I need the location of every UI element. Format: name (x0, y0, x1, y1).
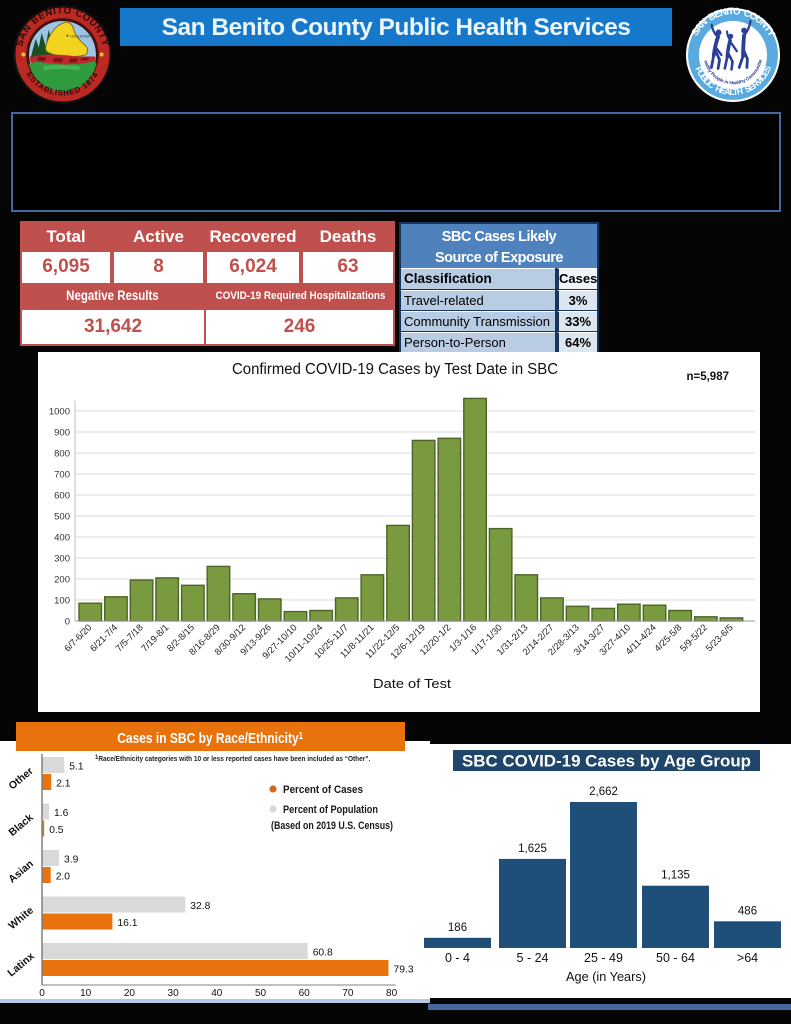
svg-text:60.8: 60.8 (313, 948, 333, 959)
svg-text:700: 700 (54, 470, 70, 481)
svg-text:Percent of Population: Percent of Population (283, 804, 378, 816)
svg-text:40: 40 (211, 988, 223, 999)
svg-text:(Based on 2019 U.S. Census): (Based on 2019 U.S. Census) (271, 820, 393, 832)
svg-text:HOLLISTER: HOLLISTER (70, 35, 90, 39)
svg-text:70: 70 (342, 988, 354, 999)
svg-text:25 - 49: 25 - 49 (584, 951, 623, 965)
svg-text:32.8: 32.8 (190, 901, 210, 912)
svg-text:2,662: 2,662 (589, 786, 618, 798)
svg-text:79.3: 79.3 (394, 965, 414, 976)
svg-text:2.0: 2.0 (56, 872, 71, 883)
svg-text:Confirmed COVID-19 Cases by Te: Confirmed COVID-19 Cases by Test Date in… (232, 361, 558, 378)
svg-text:5.1: 5.1 (69, 762, 84, 773)
svg-text:10: 10 (80, 988, 92, 999)
svg-text:30: 30 (168, 988, 180, 999)
svg-text:186: 186 (448, 922, 467, 934)
svg-text:1,135: 1,135 (661, 870, 690, 882)
svg-text:100: 100 (54, 596, 70, 607)
svg-text:50 - 64: 50 - 64 (656, 951, 695, 965)
svg-text:500: 500 (54, 512, 70, 523)
svg-text:20: 20 (124, 988, 136, 999)
svg-text:50: 50 (255, 988, 267, 999)
svg-text:80: 80 (386, 988, 398, 999)
svg-text:>64: >64 (737, 951, 758, 965)
svg-text:1000: 1000 (49, 407, 70, 418)
svg-text:Percent of Cases: Percent of Cases (283, 784, 363, 796)
svg-text:SBC COVID-19 Cases by Age Grou: SBC COVID-19 Cases by Age Group (462, 752, 751, 771)
svg-text:486: 486 (738, 905, 757, 917)
svg-text:Date of Test: Date of Test (373, 677, 452, 691)
svg-text:900: 900 (54, 428, 70, 439)
svg-text:2.1: 2.1 (56, 779, 71, 790)
svg-text:800: 800 (54, 449, 70, 460)
svg-text:300: 300 (54, 554, 70, 565)
svg-text:400: 400 (54, 533, 70, 544)
svg-text:3.9: 3.9 (64, 855, 79, 866)
svg-text:0.5: 0.5 (49, 825, 64, 836)
svg-text:n=5,987: n=5,987 (686, 371, 729, 383)
svg-text:5 - 24: 5 - 24 (517, 951, 549, 965)
svg-text:60: 60 (299, 988, 311, 999)
svg-text:16.1: 16.1 (117, 918, 137, 929)
svg-text:0: 0 (39, 988, 45, 999)
svg-text:0 - 4: 0 - 4 (445, 951, 470, 965)
svg-text:0: 0 (65, 617, 70, 628)
svg-text:600: 600 (54, 491, 70, 502)
svg-text:1Race/Ethnicity categories wit: 1Race/Ethnicity categories with 10 or le… (95, 754, 370, 763)
svg-text:1,625: 1,625 (518, 843, 547, 855)
svg-text:1.6: 1.6 (54, 808, 69, 819)
svg-text:200: 200 (54, 575, 70, 586)
svg-text:Age (in Years): Age (in Years) (566, 969, 646, 984)
